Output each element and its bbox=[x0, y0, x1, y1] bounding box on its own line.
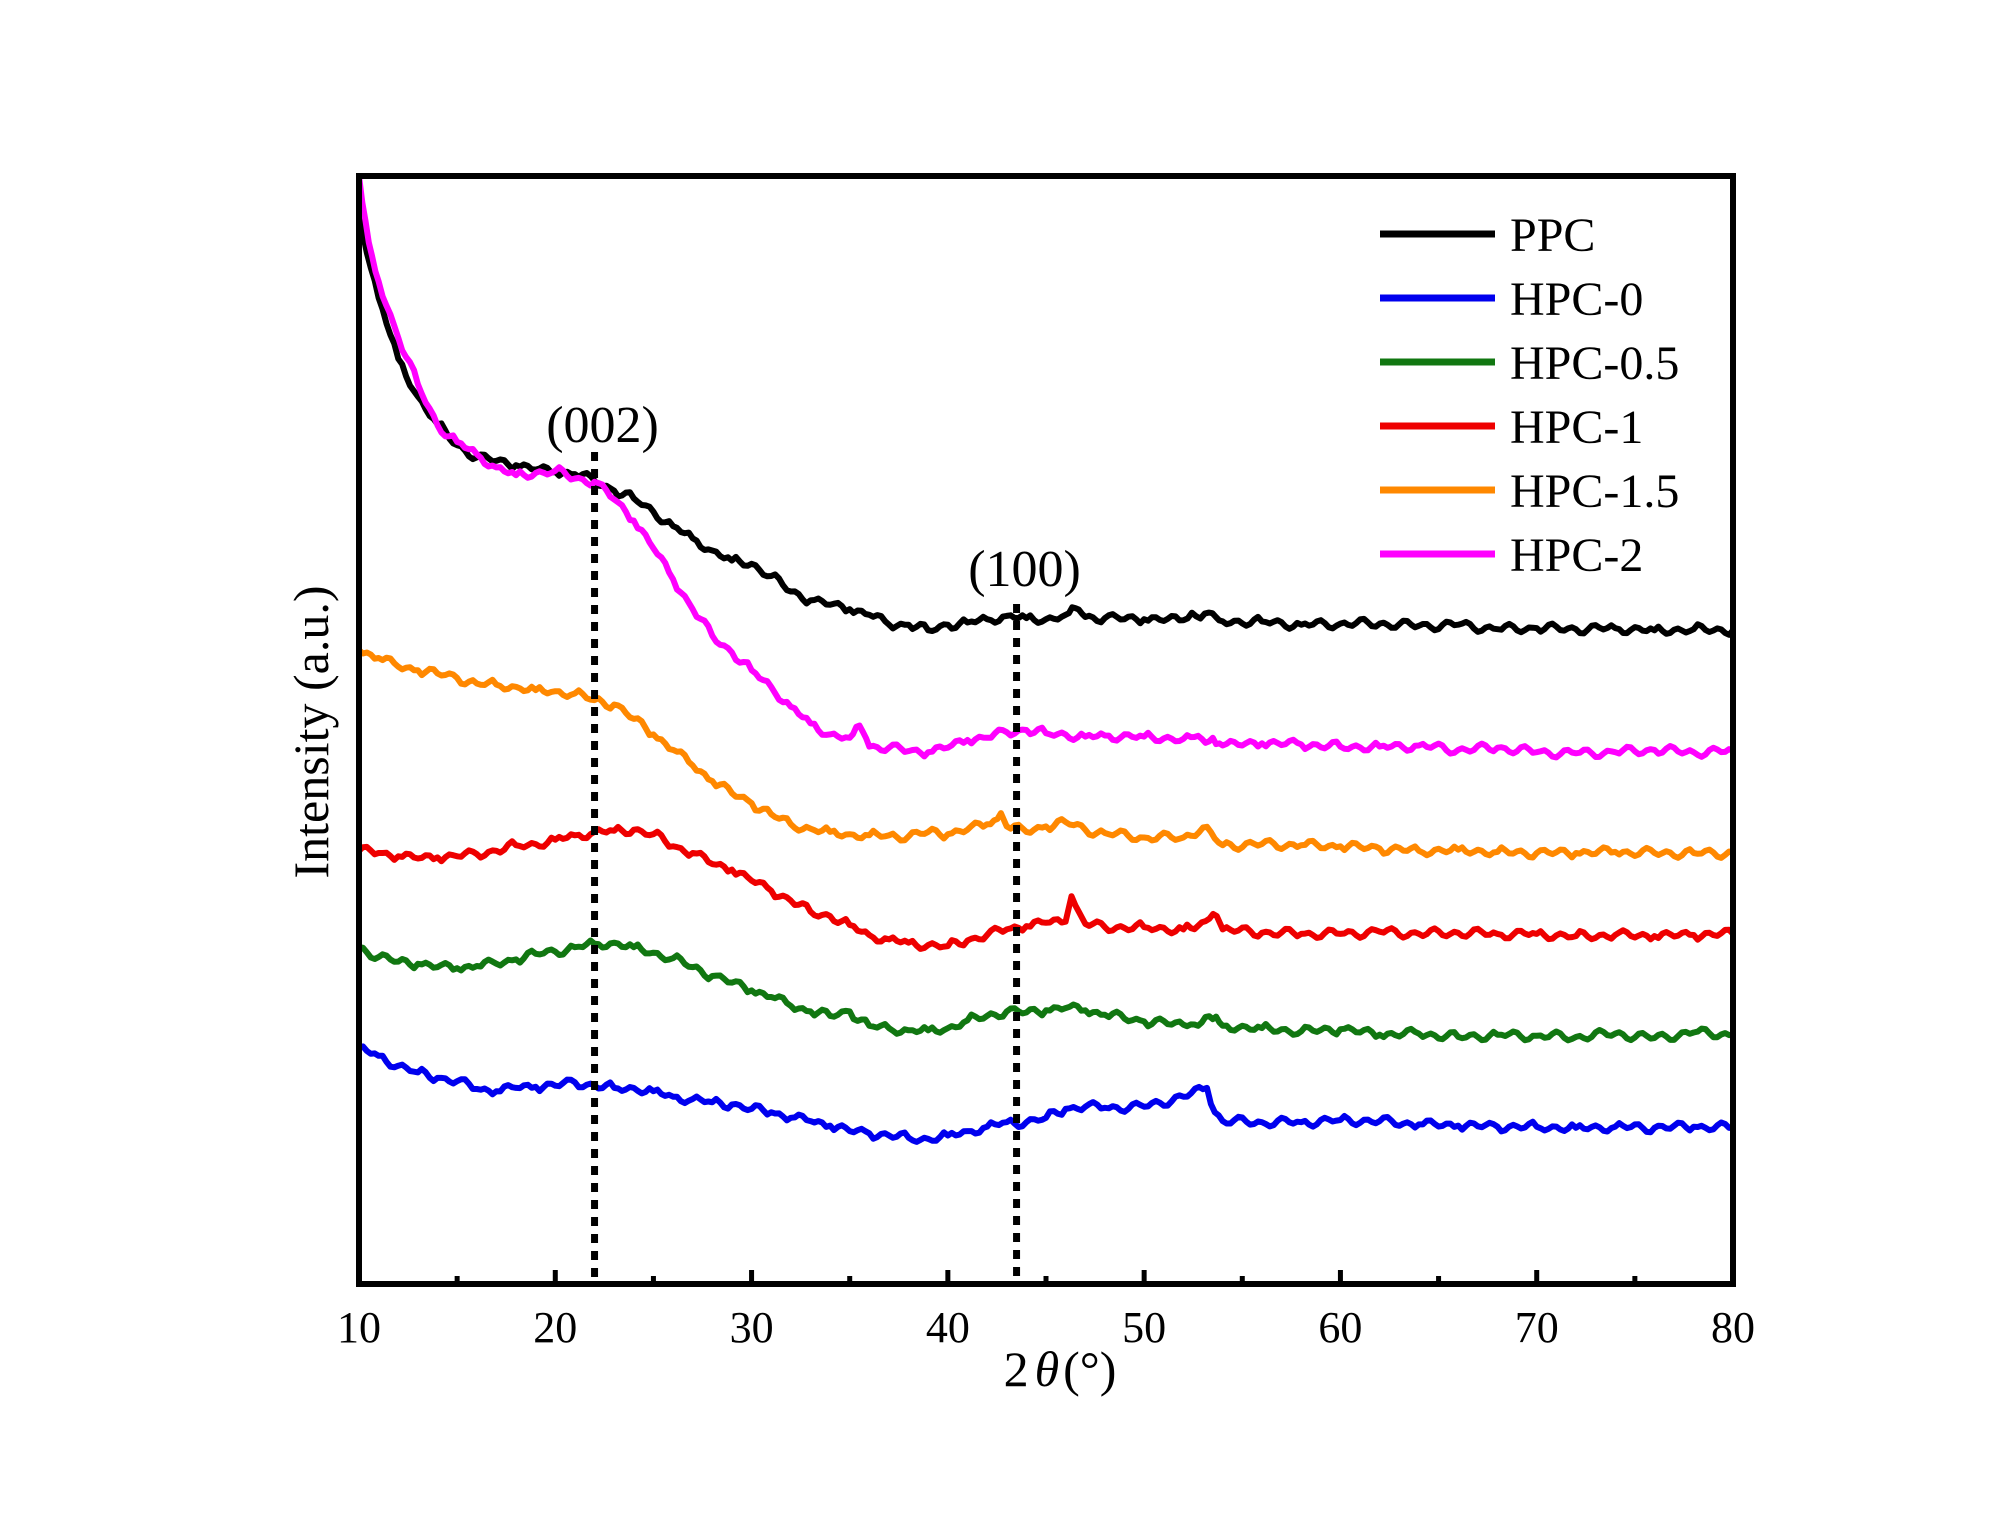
series-line-hpc-2 bbox=[356, 173, 1736, 761]
x-tick-label-80: 80 bbox=[1711, 1303, 1755, 1352]
legend-label-ppc: PPC bbox=[1510, 209, 1595, 262]
series-line-ppc bbox=[356, 211, 1736, 638]
x-axis-title-theta: θ bbox=[1035, 1341, 1060, 1397]
series-group bbox=[356, 173, 1736, 1145]
series-line-hpc-0 bbox=[356, 1043, 1736, 1145]
y-axis-title: Intensity (a.u.) bbox=[283, 586, 339, 879]
legend-label-hpc-0-5: HPC-0.5 bbox=[1510, 337, 1679, 390]
legend: PPC HPC-0 HPC-0.5 HPC-1 HPC-1.5 HPC-2 bbox=[1380, 209, 1679, 582]
x-tick-label-50: 50 bbox=[1122, 1303, 1166, 1352]
annotation-label--002: (002) bbox=[546, 397, 659, 454]
legend-label-hpc-0: HPC-0 bbox=[1510, 273, 1643, 326]
x-axis-title: 2 θ(°) bbox=[1004, 1341, 1117, 1397]
x-tick-label-30: 30 bbox=[730, 1303, 774, 1352]
series-line-hpc-1-5 bbox=[356, 647, 1736, 861]
x-tick-label-40: 40 bbox=[926, 1303, 970, 1352]
legend-label-hpc-2: HPC-2 bbox=[1510, 529, 1643, 582]
legend-label-hpc-1-5: HPC-1.5 bbox=[1510, 465, 1679, 518]
legend-label-hpc-1: HPC-1 bbox=[1510, 401, 1643, 454]
x-tick-label-70: 70 bbox=[1515, 1303, 1559, 1352]
annotation-label--100: (100) bbox=[968, 541, 1081, 598]
x-axis-ticks: 10 20 30 40 50 60 70 80 bbox=[337, 1270, 1755, 1352]
series-line-hpc-0-5 bbox=[356, 937, 1736, 1044]
x-tick-label-20: 20 bbox=[533, 1303, 577, 1352]
x-tick-label-60: 60 bbox=[1318, 1303, 1362, 1352]
x-axis-title-unit: (°) bbox=[1063, 1341, 1116, 1397]
annotations-group: (002) (100) bbox=[546, 397, 1081, 1281]
series-line-hpc-1 bbox=[356, 823, 1736, 952]
x-axis-title-number: 2 bbox=[1004, 1341, 1029, 1397]
x-tick-label-10: 10 bbox=[337, 1303, 381, 1352]
